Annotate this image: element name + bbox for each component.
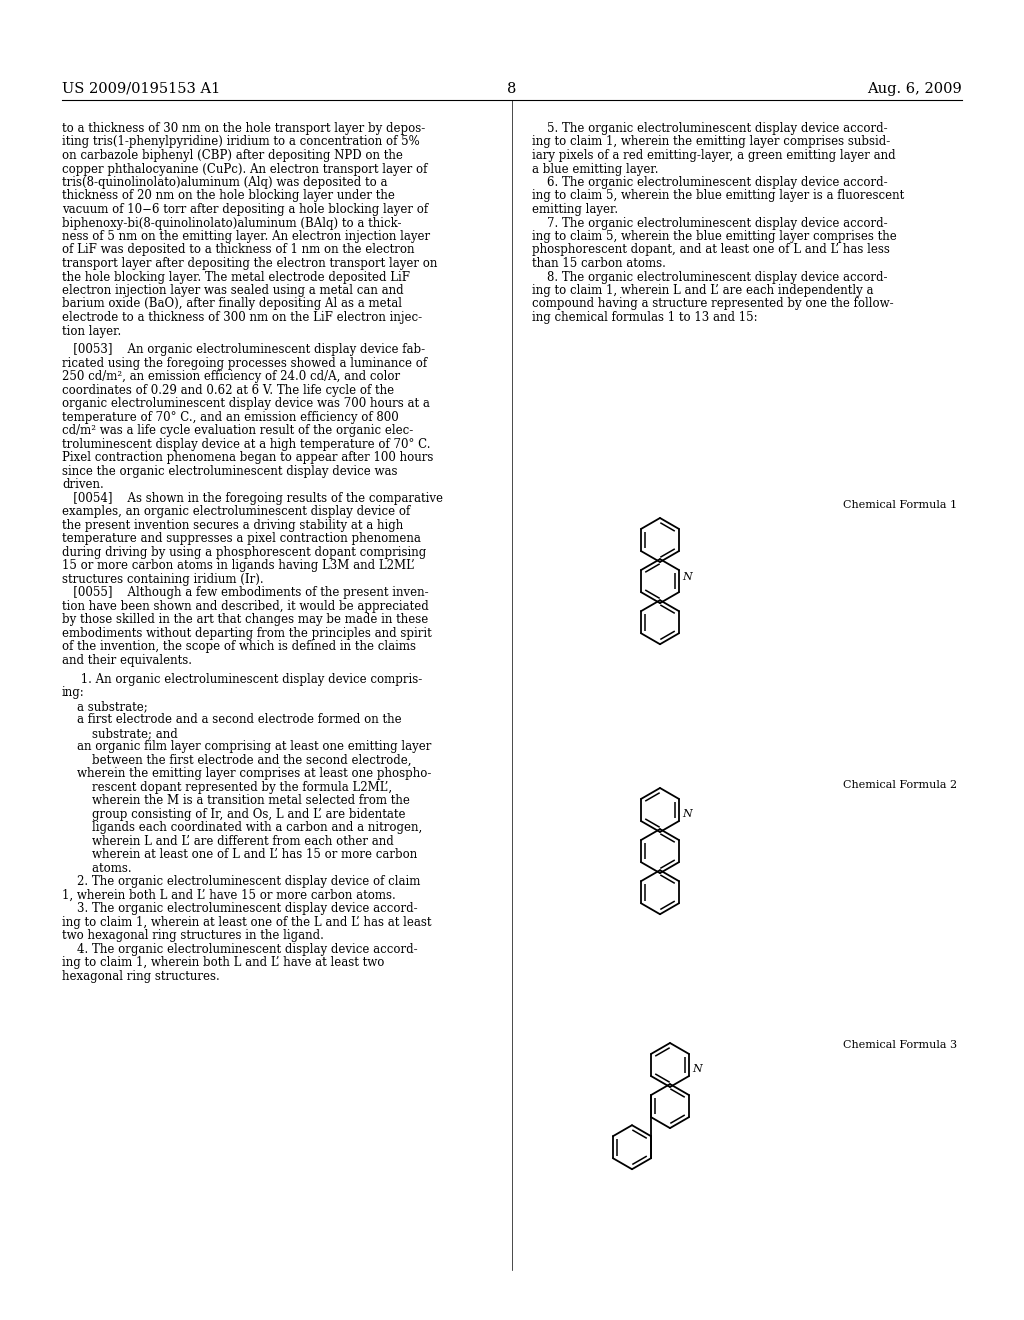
Text: 250 cd/m², an emission efficiency of 24.0 cd/A, and color: 250 cd/m², an emission efficiency of 24.… <box>62 371 400 383</box>
Text: ness of 5 nm on the emitting layer. An electron injection layer: ness of 5 nm on the emitting layer. An e… <box>62 230 430 243</box>
Text: transport layer after depositing the electron transport layer on: transport layer after depositing the ele… <box>62 257 437 271</box>
Text: thickness of 20 nm on the hole blocking layer under the: thickness of 20 nm on the hole blocking … <box>62 190 395 202</box>
Text: tion layer.: tion layer. <box>62 325 121 338</box>
Text: 4. The organic electroluminescent display device accord-: 4. The organic electroluminescent displa… <box>62 942 418 956</box>
Text: ing to claim 5, wherein the blue emitting layer comprises the: ing to claim 5, wherein the blue emittin… <box>532 230 897 243</box>
Text: ing to claim 1, wherein the emitting layer comprises subsid-: ing to claim 1, wherein the emitting lay… <box>532 136 890 149</box>
Text: wherein L and L’ are different from each other and: wherein L and L’ are different from each… <box>62 834 394 847</box>
Text: Aug. 6, 2009: Aug. 6, 2009 <box>867 82 962 96</box>
Text: by those skilled in the art that changes may be made in these: by those skilled in the art that changes… <box>62 614 428 627</box>
Text: between the first electrode and the second electrode,: between the first electrode and the seco… <box>62 754 412 767</box>
Text: the hole blocking layer. The metal electrode deposited LiF: the hole blocking layer. The metal elect… <box>62 271 410 284</box>
Text: examples, an organic electroluminescent display device of: examples, an organic electroluminescent … <box>62 506 411 519</box>
Text: ing to claim 5, wherein the blue emitting layer is a fluorescent: ing to claim 5, wherein the blue emittin… <box>532 190 904 202</box>
Text: iary pixels of a red emitting-layer, a green emitting layer and: iary pixels of a red emitting-layer, a g… <box>532 149 896 162</box>
Text: 1, wherein both L and L’ have 15 or more carbon atoms.: 1, wherein both L and L’ have 15 or more… <box>62 888 395 902</box>
Text: 8. The organic electroluminescent display device accord-: 8. The organic electroluminescent displa… <box>532 271 888 284</box>
Text: than 15 carbon atoms.: than 15 carbon atoms. <box>532 257 666 271</box>
Text: emitting layer.: emitting layer. <box>532 203 618 216</box>
Text: the present invention secures a driving stability at a high: the present invention secures a driving … <box>62 519 403 532</box>
Text: wherein the emitting layer comprises at least one phospho-: wherein the emitting layer comprises at … <box>62 767 431 780</box>
Text: Pixel contraction phenomena began to appear after 100 hours: Pixel contraction phenomena began to app… <box>62 451 433 465</box>
Text: copper phthalocyanine (CuPc). An electron transport layer of: copper phthalocyanine (CuPc). An electro… <box>62 162 427 176</box>
Text: hexagonal ring structures.: hexagonal ring structures. <box>62 970 220 983</box>
Text: Chemical Formula 2: Chemical Formula 2 <box>843 780 957 789</box>
Text: wherein the M is a transition metal selected from the: wherein the M is a transition metal sele… <box>62 795 410 808</box>
Text: atoms.: atoms. <box>62 862 132 875</box>
Text: 2. The organic electroluminescent display device of claim: 2. The organic electroluminescent displa… <box>62 875 421 888</box>
Text: and their equivalents.: and their equivalents. <box>62 653 193 667</box>
Text: Chemical Formula 3: Chemical Formula 3 <box>843 1040 957 1049</box>
Text: ligands each coordinated with a carbon and a nitrogen,: ligands each coordinated with a carbon a… <box>62 821 422 834</box>
Text: of the invention, the scope of which is defined in the claims: of the invention, the scope of which is … <box>62 640 416 653</box>
Text: tris(8-quinolinolato)aluminum (Alq) was deposited to a: tris(8-quinolinolato)aluminum (Alq) was … <box>62 176 387 189</box>
Text: structures containing iridium (Ir).: structures containing iridium (Ir). <box>62 573 263 586</box>
Text: a blue emitting layer.: a blue emitting layer. <box>532 162 658 176</box>
Text: 3. The organic electroluminescent display device accord-: 3. The organic electroluminescent displa… <box>62 903 418 915</box>
Text: [0055]    Although a few embodiments of the present inven-: [0055] Although a few embodiments of the… <box>62 586 429 599</box>
Text: during driving by using a phosphorescent dopant comprising: during driving by using a phosphorescent… <box>62 546 426 558</box>
Text: rescent dopant represented by the formula L2ML’,: rescent dopant represented by the formul… <box>62 781 392 793</box>
Text: [0053]    An organic electroluminescent display device fab-: [0053] An organic electroluminescent dis… <box>62 343 425 356</box>
Text: two hexagonal ring structures in the ligand.: two hexagonal ring structures in the lig… <box>62 929 324 942</box>
Text: ing to claim 1, wherein both L and L’ have at least two: ing to claim 1, wherein both L and L’ ha… <box>62 956 384 969</box>
Text: ricated using the foregoing processes showed a luminance of: ricated using the foregoing processes sh… <box>62 356 427 370</box>
Text: [0054]    As shown in the foregoing results of the comparative: [0054] As shown in the foregoing results… <box>62 492 443 504</box>
Text: an organic film layer comprising at least one emitting layer: an organic film layer comprising at leas… <box>62 741 431 754</box>
Text: group consisting of Ir, and Os, L and L’ are bidentate: group consisting of Ir, and Os, L and L’… <box>62 808 406 821</box>
Text: driven.: driven. <box>62 478 103 491</box>
Text: 7. The organic electroluminescent display device accord-: 7. The organic electroluminescent displa… <box>532 216 888 230</box>
Text: troluminescent display device at a high temperature of 70° C.: troluminescent display device at a high … <box>62 438 430 451</box>
Text: a substrate;: a substrate; <box>62 700 147 713</box>
Text: cd/m² was a life cycle evaluation result of the organic elec-: cd/m² was a life cycle evaluation result… <box>62 425 414 437</box>
Text: ing:: ing: <box>62 686 85 700</box>
Text: tion have been shown and described, it would be appreciated: tion have been shown and described, it w… <box>62 599 429 612</box>
Text: since the organic electroluminescent display device was: since the organic electroluminescent dis… <box>62 465 397 478</box>
Text: electron injection layer was sealed using a metal can and: electron injection layer was sealed usin… <box>62 284 403 297</box>
Text: vacuum of 10−6 torr after depositing a hole blocking layer of: vacuum of 10−6 torr after depositing a h… <box>62 203 428 216</box>
Text: of LiF was deposited to a thickness of 1 nm on the electron: of LiF was deposited to a thickness of 1… <box>62 243 415 256</box>
Text: temperature of 70° C., and an emission efficiency of 800: temperature of 70° C., and an emission e… <box>62 411 398 424</box>
Text: a first electrode and a second electrode formed on the: a first electrode and a second electrode… <box>62 713 401 726</box>
Text: US 2009/0195153 A1: US 2009/0195153 A1 <box>62 82 220 96</box>
Text: organic electroluminescent display device was 700 hours at a: organic electroluminescent display devic… <box>62 397 430 411</box>
Text: coordinates of 0.29 and 0.62 at 6 V. The life cycle of the: coordinates of 0.29 and 0.62 at 6 V. The… <box>62 384 394 397</box>
Text: N: N <box>682 572 692 582</box>
Text: iting tris(1-phenylpyridine) iridium to a concentration of 5%: iting tris(1-phenylpyridine) iridium to … <box>62 136 420 149</box>
Text: 15 or more carbon atoms in ligands having L3M and L2ML’: 15 or more carbon atoms in ligands havin… <box>62 560 415 573</box>
Text: 5. The organic electroluminescent display device accord-: 5. The organic electroluminescent displa… <box>532 121 888 135</box>
Text: 1. An organic electroluminescent display device compris-: 1. An organic electroluminescent display… <box>62 673 422 686</box>
Text: 8: 8 <box>507 82 517 96</box>
Text: N: N <box>692 1064 701 1074</box>
Text: wherein at least one of L and L’ has 15 or more carbon: wherein at least one of L and L’ has 15 … <box>62 849 417 861</box>
Text: ing to claim 1, wherein at least one of the L and L’ has at least: ing to claim 1, wherein at least one of … <box>62 916 431 929</box>
Text: Chemical Formula 1: Chemical Formula 1 <box>843 500 957 510</box>
Text: compound having a structure represented by one the follow-: compound having a structure represented … <box>532 297 894 310</box>
Text: electrode to a thickness of 300 nm on the LiF electron injec-: electrode to a thickness of 300 nm on th… <box>62 312 422 323</box>
Text: temperature and suppresses a pixel contraction phenomena: temperature and suppresses a pixel contr… <box>62 532 421 545</box>
Text: phosphorescent dopant, and at least one of L and L’ has less: phosphorescent dopant, and at least one … <box>532 243 890 256</box>
Text: biphenoxy-bi(8-quinolinolato)aluminum (BAlq) to a thick-: biphenoxy-bi(8-quinolinolato)aluminum (B… <box>62 216 401 230</box>
Text: embodiments without departing from the principles and spirit: embodiments without departing from the p… <box>62 627 432 640</box>
Text: ing chemical formulas 1 to 13 and 15:: ing chemical formulas 1 to 13 and 15: <box>532 312 758 323</box>
Text: N: N <box>682 809 692 818</box>
Text: ing to claim 1, wherein L and L’ are each independently a: ing to claim 1, wherein L and L’ are eac… <box>532 284 873 297</box>
Text: to a thickness of 30 nm on the hole transport layer by depos-: to a thickness of 30 nm on the hole tran… <box>62 121 425 135</box>
Text: on carbazole biphenyl (CBP) after depositing NPD on the: on carbazole biphenyl (CBP) after deposi… <box>62 149 402 162</box>
Text: substrate; and: substrate; and <box>62 727 178 739</box>
Text: barium oxide (BaO), after finally depositing Al as a metal: barium oxide (BaO), after finally deposi… <box>62 297 402 310</box>
Text: 6. The organic electroluminescent display device accord-: 6. The organic electroluminescent displa… <box>532 176 888 189</box>
